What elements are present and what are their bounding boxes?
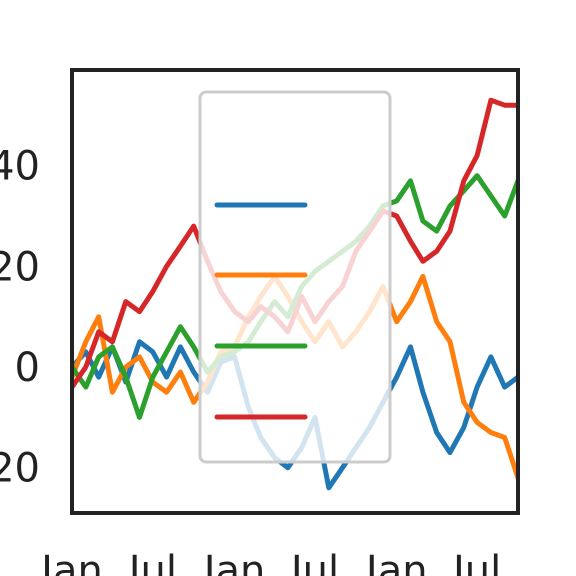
y-tick-label: 40: [0, 144, 40, 190]
x-tick-label: Jul: [288, 548, 339, 576]
legend: [198, 90, 392, 464]
plot-frame: [70, 68, 520, 515]
y-tick-label: 20: [0, 244, 40, 290]
y-axis-tick-labels: 40 20 0 -20: [0, 144, 40, 492]
y-tick-label: -20: [0, 446, 40, 492]
x-tick-label: Jan: [201, 548, 266, 576]
x-axis-tick-labels: Jan Jul Jan Jul Jan Jul: [38, 548, 501, 576]
x-tick-label: Jul: [126, 548, 177, 576]
x-tick-label: Jan: [38, 548, 103, 576]
y-tick-label: 0: [15, 345, 40, 391]
x-tick-label: Jul: [450, 548, 501, 576]
x-tick-label: Jan: [363, 548, 428, 576]
